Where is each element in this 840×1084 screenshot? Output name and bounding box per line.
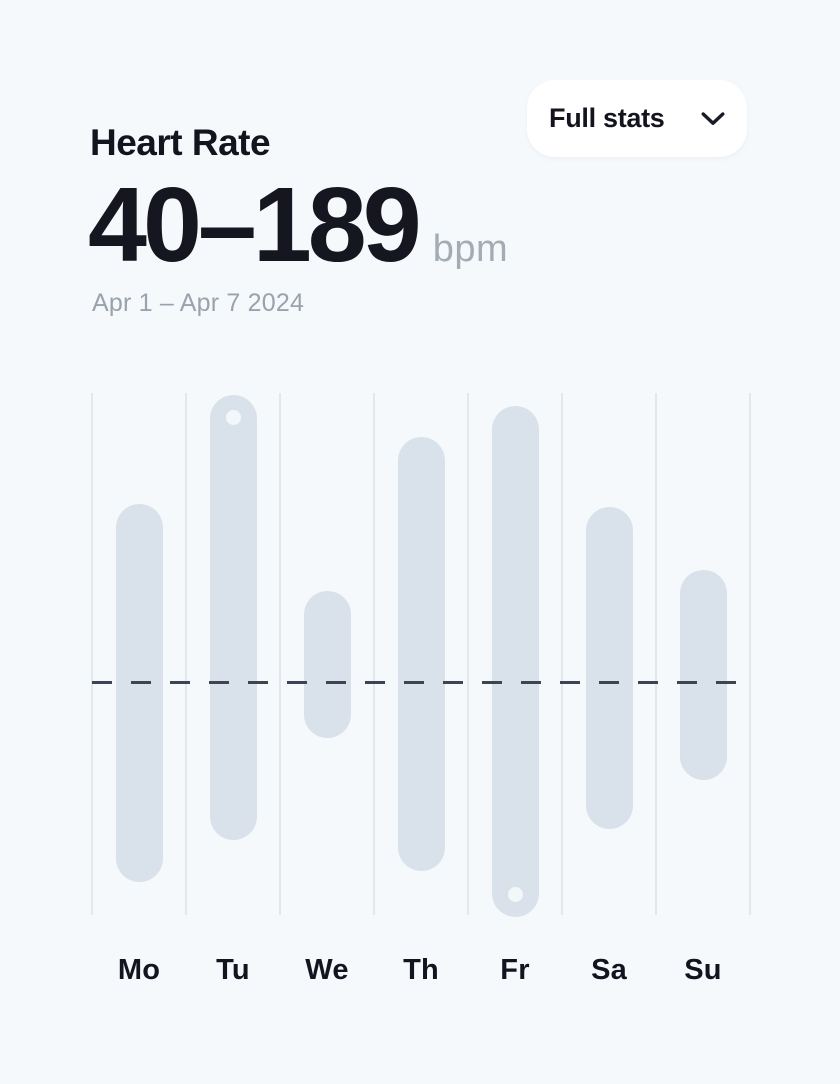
- average-dashed-line: [92, 680, 750, 684]
- gridline: [279, 393, 281, 915]
- gridline: [185, 393, 187, 915]
- day-label-we: We: [305, 954, 349, 986]
- range-bar-th[interactable]: [397, 437, 445, 872]
- gridline: [749, 393, 751, 915]
- page-title: Heart Rate: [90, 121, 271, 163]
- day-label-su: Su: [684, 954, 722, 986]
- range-bar-mo[interactable]: [115, 503, 163, 882]
- heart-rate-chart: [91, 393, 751, 917]
- day-label-tu: Tu: [216, 954, 250, 986]
- gridline: [373, 393, 375, 915]
- day-labels: Mo Tu We Th Fr Sa Su: [92, 953, 750, 987]
- chevron-down-icon: [701, 111, 725, 125]
- day-label-sa: Sa: [591, 954, 627, 986]
- range-bar-su[interactable]: [679, 570, 727, 781]
- heart-rate-summary: 40–189 bpm: [88, 172, 508, 278]
- range-bar-fr[interactable]: [491, 405, 539, 917]
- gridline: [91, 393, 93, 915]
- day-label-fr: Fr: [500, 954, 530, 986]
- date-range: Apr 1 – Apr 7 2024: [92, 289, 305, 317]
- full-stats-label: Full stats: [549, 103, 665, 133]
- day-label-th: Th: [403, 954, 439, 986]
- range-bar-sa[interactable]: [585, 507, 633, 830]
- gridline: [655, 393, 657, 915]
- max-marker-dot: [225, 410, 241, 425]
- gridline: [561, 393, 563, 915]
- range-bar-tu[interactable]: [209, 395, 257, 840]
- min-marker-dot: [507, 886, 523, 902]
- gridline: [467, 393, 469, 915]
- range-bar-we[interactable]: [303, 591, 351, 739]
- heart-rate-range-value: 40–189: [88, 166, 422, 284]
- full-stats-button[interactable]: Full stats: [527, 80, 747, 157]
- day-label-mo: Mo: [117, 954, 161, 986]
- heart-rate-unit: bpm: [432, 228, 509, 270]
